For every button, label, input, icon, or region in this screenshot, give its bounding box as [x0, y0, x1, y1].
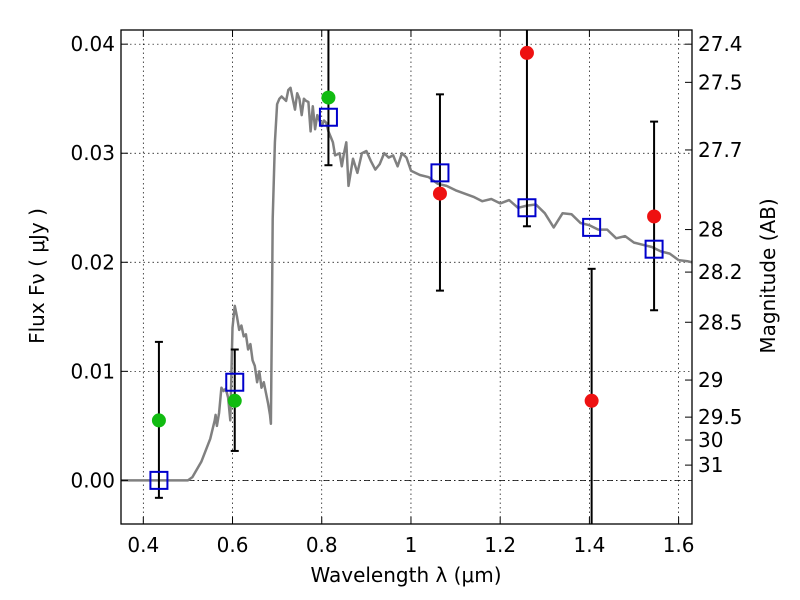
red-data-point [584, 393, 599, 408]
plot-area [121, 30, 692, 524]
x-axis-title: Wavelength λ (μm) [310, 563, 501, 587]
magnitude-tick-label: 31 [698, 453, 723, 477]
red-data-point [519, 45, 534, 60]
y-axis-title: Flux Fν ( μJy ) [25, 208, 49, 344]
magnitude-tick-label: 27.7 [698, 138, 743, 162]
plot-content [121, 30, 692, 524]
model-photometry-box [318, 107, 338, 127]
model-photometry-box [149, 470, 169, 490]
magnitude-tick-label: 27.4 [698, 32, 743, 56]
magnitude-tick-label: 28.5 [698, 310, 743, 334]
red-data-point [647, 209, 662, 224]
magnitude-tick-label: 30 [698, 428, 723, 452]
x-tick-label: 0.8 [306, 533, 338, 557]
magnitude-tick-label: 29.5 [698, 405, 743, 429]
y-tick-label: 0.03 [70, 141, 115, 165]
magnitude-tick-label: 27.5 [698, 70, 743, 94]
model-spectrum-line [121, 86, 692, 482]
x-tick-label: 0.4 [127, 533, 159, 557]
magnitude-tick-label: 29 [698, 368, 723, 392]
green-data-point [321, 90, 336, 105]
y-tick-label: 0.00 [70, 468, 115, 492]
x-tick-label: 1.6 [663, 533, 695, 557]
green-data-point [151, 413, 166, 428]
green-data-point [227, 393, 242, 408]
model-photometry-box [225, 372, 245, 392]
x-tick-label: 1.2 [484, 533, 516, 557]
model-photometry-box [430, 163, 450, 183]
model-photometry-box [582, 217, 602, 237]
axis-ticks: 0.4 0.6 0.8 1 1.2 1.4 1.6 0.00 0.01 0.02 0.03 0.04 2… [70, 30, 743, 557]
model-photometry-box [644, 239, 664, 259]
y-tick-label: 0.01 [70, 359, 115, 383]
model-photometry-box [517, 198, 537, 218]
red-data-point [432, 186, 447, 201]
y-tick-label: 0.04 [70, 32, 115, 56]
x-tick-label: 1.4 [573, 533, 605, 557]
x-tick-label: 1 [405, 533, 418, 557]
magnitude-tick-label: 28 [698, 218, 723, 242]
magnitude-tick-label: 28.2 [698, 260, 743, 284]
right-axis-title: Magnitude (AB) [756, 198, 780, 353]
y-tick-label: 0.02 [70, 250, 115, 274]
plot-frame [120, 29, 693, 525]
x-tick-label: 0.6 [217, 533, 249, 557]
